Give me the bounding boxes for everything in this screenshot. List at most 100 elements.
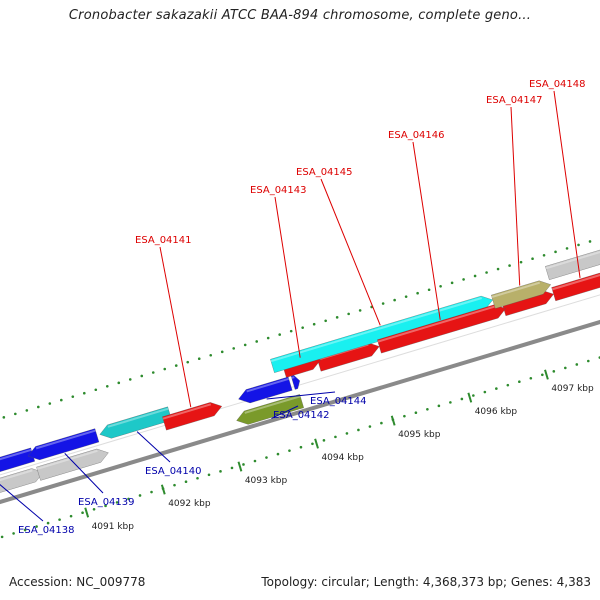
leader-line	[274, 196, 301, 358]
ruler-top-dot	[519, 260, 523, 264]
ruler-top-dot	[393, 298, 396, 302]
gene-label[interactable]: ESA_04143	[250, 185, 307, 196]
ruler-top-dot	[82, 391, 86, 395]
leader-line	[412, 141, 441, 320]
gene-label[interactable]: ESA_04139	[78, 497, 135, 508]
ruler-top-dot	[542, 253, 546, 257]
feature-arrow[interactable]	[36, 448, 109, 481]
ruler-top-dot	[220, 350, 224, 354]
ruler-bottom-dot	[437, 404, 441, 408]
ruler-bottom-dot	[334, 435, 337, 439]
ruler-top-dot	[335, 316, 339, 319]
ruler-bottom-dot	[541, 373, 544, 377]
ruler-bottom-dot	[299, 445, 303, 449]
ruler-bottom-dot	[81, 511, 84, 515]
gene-label[interactable]: ESA_04148	[529, 79, 586, 90]
gene-esa_04146[interactable]	[377, 304, 506, 354]
major-tick	[237, 461, 243, 472]
ruler-bottom-dot	[586, 359, 590, 363]
ruler-top-dot	[301, 326, 304, 329]
ruler-top-dot	[151, 371, 155, 374]
leader-line	[320, 178, 381, 326]
gene-label[interactable]: ESA_04141	[135, 235, 192, 246]
ruler-top-dot	[312, 322, 316, 326]
ruler-bottom-dot	[0, 535, 4, 539]
scale-label: 4094 kbp	[321, 453, 364, 463]
gene-label[interactable]: ESA_04138	[18, 525, 75, 536]
ruler-bottom-dot	[564, 366, 567, 370]
major-tick	[544, 369, 549, 380]
major-tick	[390, 415, 396, 426]
leader-line	[553, 90, 581, 278]
ruler-bottom-dot	[575, 363, 579, 366]
ruler-bottom-dot	[506, 383, 510, 387]
major-tick	[84, 507, 90, 518]
ruler-bottom-dot	[92, 507, 96, 511]
major-tick	[467, 392, 473, 403]
ruler-bottom-dot	[150, 490, 153, 494]
ruler-bottom-dot	[173, 483, 176, 487]
ruler-bottom-dot	[518, 380, 521, 383]
accession-text: Accession: NC_009778	[9, 575, 146, 589]
ruler-top-dot	[25, 409, 29, 412]
ruler-bottom-dot	[253, 459, 257, 463]
ruler-top-dot	[209, 353, 213, 357]
gene-esa_04145[interactable]	[270, 295, 493, 373]
ruler-top-dot	[324, 319, 327, 323]
ruler-bottom-dot	[138, 494, 142, 497]
ruler-top-dot	[71, 395, 75, 398]
ruler-top-dot	[163, 367, 167, 371]
ruler-bottom-dot	[414, 411, 418, 415]
leader-line	[510, 106, 521, 286]
gene-label[interactable]: ESA_04145	[296, 167, 353, 178]
ruler-bottom-dot	[472, 394, 475, 397]
ruler-bottom-dot	[357, 428, 360, 432]
gene-esa_04141[interactable]	[162, 402, 223, 431]
ruler-bottom-dot	[12, 532, 15, 535]
ruler-top-dot	[358, 309, 362, 312]
ruler-top-dot	[174, 364, 178, 367]
gene-label[interactable]: ESA_04147	[486, 95, 543, 106]
ruler-bottom-dot	[529, 376, 533, 380]
ruler-top-dot	[278, 333, 281, 336]
ruler-bottom-dot	[552, 370, 556, 373]
ruler-top-dot	[485, 271, 488, 274]
ruler-bottom-dot	[115, 501, 119, 504]
gene-esa_04139[interactable]	[27, 428, 100, 461]
ruler-bottom-dot	[207, 473, 211, 477]
gene-label[interactable]: ESA_04140	[145, 466, 202, 477]
ruler-bottom-dot	[276, 452, 280, 456]
ruler-bottom-dot	[58, 518, 61, 521]
major-tick	[160, 484, 166, 495]
gene-esa_04148[interactable]	[551, 272, 600, 302]
ruler-top-dot	[508, 264, 511, 267]
ruler-bottom-dot	[196, 476, 199, 480]
ruler-top-dot	[577, 243, 580, 247]
ruler-top-dot	[565, 247, 569, 250]
ruler-bottom-dot	[35, 525, 38, 528]
topology-text: Topology: circular; Length: 4,368,373 bp…	[261, 575, 591, 589]
scale-label: 4095 kbp	[398, 430, 441, 440]
ruler-bottom-dot	[460, 397, 464, 401]
ruler-bottom-dot	[69, 514, 73, 518]
gene-esa_04138[interactable]	[0, 447, 35, 486]
ruler-top-dot	[289, 329, 293, 333]
ruler-top-dot	[105, 384, 109, 388]
ruler-bottom-dot	[495, 387, 498, 390]
feature-arrow[interactable]	[545, 249, 600, 280]
leader-line	[271, 405, 299, 419]
ruler-top-dot	[117, 381, 121, 385]
gene-esa_04144[interactable]	[238, 376, 293, 404]
ruler-top-dot	[37, 405, 40, 409]
ruler-top-dot	[427, 288, 431, 292]
gene-esa_04147[interactable]	[491, 280, 552, 309]
ruler-bottom-dot	[380, 421, 383, 425]
ruler-bottom-dot	[403, 414, 406, 418]
gene-label[interactable]: ESA_04144	[310, 396, 367, 407]
gene-label[interactable]: ESA_04142	[273, 410, 330, 421]
gene-label[interactable]: ESA_04146	[388, 130, 445, 141]
gene-esa_04142[interactable]	[236, 394, 304, 425]
ruler-top-dot	[197, 357, 201, 361]
ruler-top-dot	[255, 340, 258, 343]
